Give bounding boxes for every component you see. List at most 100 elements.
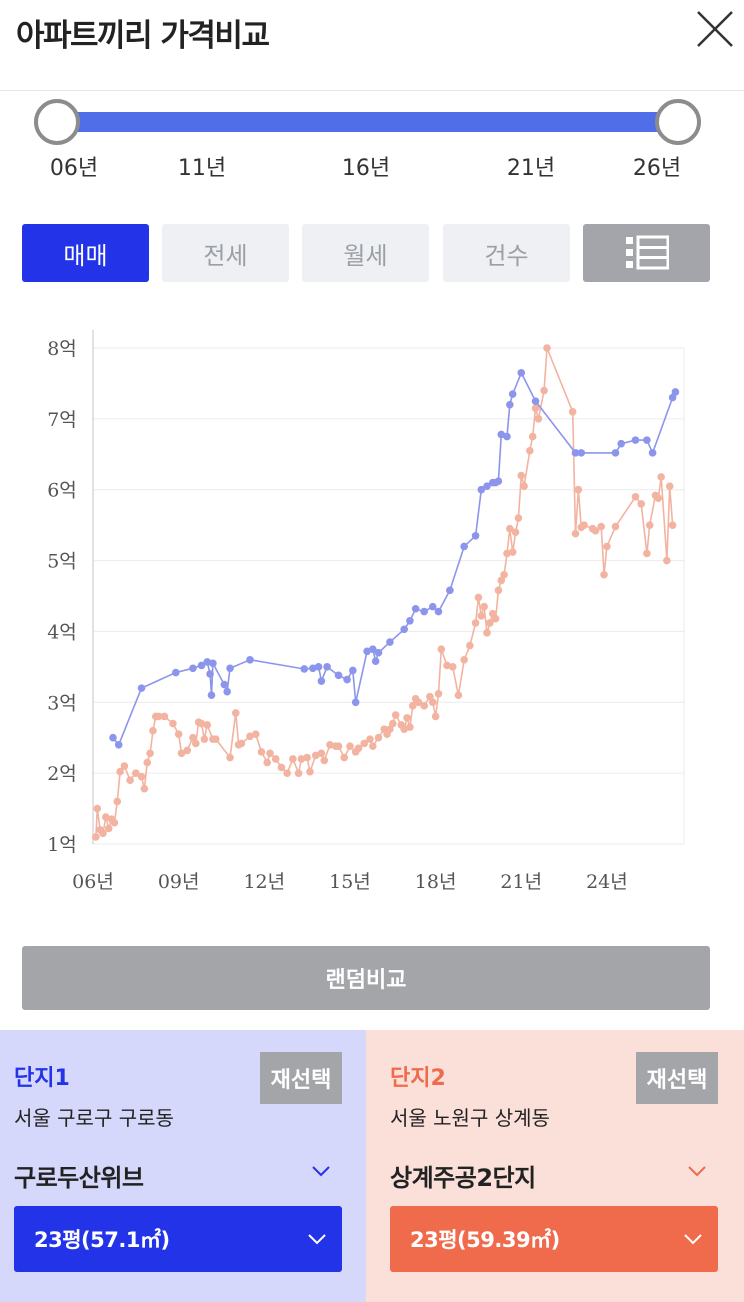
complex1-reselect-button[interactable]: 재선택 [260,1052,342,1104]
data-point [428,602,437,611]
data-point [309,664,317,673]
header: 아파트끼리 가격비교 [0,0,744,90]
data-point [514,514,523,522]
data-point [323,663,331,671]
data-point [611,522,620,531]
data-point [360,739,369,748]
x-tick-label: 06년 [72,871,114,893]
data-point [226,753,234,762]
data-point [311,751,320,760]
tab-monthly-rent[interactable]: 월세 [302,224,429,282]
complex2-address: 서울 노원구 상계동 [390,1106,550,1130]
data-point [368,742,377,751]
data-point [534,415,543,423]
data-point [631,436,640,444]
data-point [99,829,107,838]
data-point [174,730,183,738]
data-point [220,680,229,689]
data-point [303,753,311,762]
data-point [668,393,677,402]
complex2-reselect-button[interactable]: 재선택 [636,1052,718,1104]
data-point [104,824,113,833]
data-point [471,619,480,627]
data-point [206,670,214,678]
data-point [400,725,409,734]
y-tick-label: 8억 [47,338,77,360]
data-point [637,500,645,508]
data-point [645,521,654,529]
data-point [577,449,586,457]
data-point [340,753,349,762]
data-point [520,482,528,490]
data-point [137,772,146,781]
data-point [146,749,154,758]
tab-count[interactable]: 건수 [443,224,570,282]
data-point [571,449,580,457]
data-point [283,769,291,777]
complex1-name-select[interactable]: 구로두산위브 [14,1150,344,1194]
data-point [420,702,428,710]
data-point [480,602,488,611]
data-point [494,477,503,486]
chevron-down-icon [684,1234,702,1245]
data-point [466,641,474,650]
slider-year-label: 11년 [177,156,227,181]
data-point [408,702,417,710]
data-point [203,658,212,666]
data-point [137,684,146,692]
data-point [200,735,209,743]
tab-jeonse[interactable]: 전세 [162,224,289,282]
data-point [506,524,514,533]
chevron-down-icon [308,1234,326,1245]
data-point [454,691,463,699]
data-point [171,668,180,677]
list-view-button[interactable] [583,224,710,282]
complex2-panel: 단지2 재선택 서울 노원구 상계동 상계주공2단지 23평(59.39㎡) [366,1030,744,1302]
complex1-size: 23평(57.1㎡) [34,1228,170,1252]
data-point [657,473,665,481]
complex2-name: 상계주공2단지 [390,1164,536,1192]
data-point [209,659,217,668]
price-chart: 1억 2억 3억 4억 5억 6억 7억 8억 06년 09년 12년 15년 18년 21년 24년 [0,300,744,920]
data-point [477,485,486,494]
complex2-name-select[interactable]: 상계주공2단지 [390,1150,720,1194]
x-tick-label: 15년 [329,871,371,893]
slider-start-handle[interactable] [34,99,80,145]
data-point [663,556,671,565]
data-point [406,617,414,625]
complex1-size-select[interactable]: 23평(57.1㎡) [14,1206,342,1272]
slider-track[interactable] [57,112,678,132]
data-point [109,733,117,742]
data-point [93,804,102,813]
data-point [237,739,246,748]
data-point [326,741,334,749]
data-point [517,369,526,377]
data-point [251,730,260,738]
x-tick-label: 09년 [158,871,200,893]
data-point [517,471,526,480]
data-point [246,655,254,664]
complex2-size-select[interactable]: 23평(59.39㎡) [390,1206,718,1272]
data-point [543,344,551,352]
data-point [508,548,517,556]
data-point [263,758,271,767]
data-point [334,671,343,680]
chevron-down-icon [312,1166,330,1177]
slider-end-handle[interactable] [655,99,701,145]
data-point [617,439,625,448]
data-point [643,549,651,558]
data-point [92,833,100,841]
data-point [231,709,240,717]
data-point [406,723,414,731]
data-point [460,542,468,551]
data-point [494,586,503,595]
data-point [460,655,468,664]
data-point [203,721,212,729]
data-point [668,521,677,529]
close-icon[interactable] [694,8,738,52]
list-view-icon [625,235,669,270]
random-compare-button[interactable]: 랜덤비교 [22,946,710,1010]
data-point [160,712,169,721]
data-point [374,733,383,742]
tab-sale[interactable]: 매매 [22,224,149,282]
